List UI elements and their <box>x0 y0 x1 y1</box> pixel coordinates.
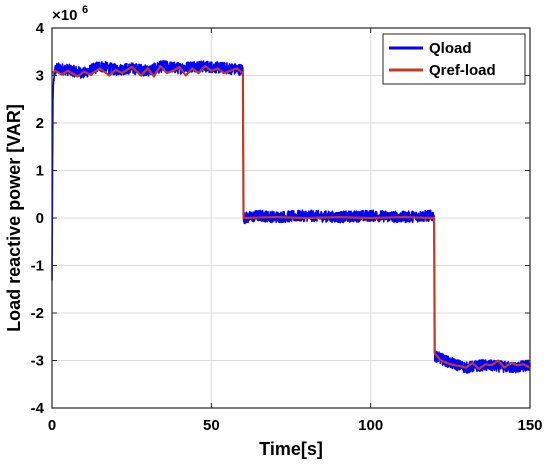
y-exponent: ×10 6 <box>52 4 88 24</box>
x-tick-label: 50 <box>203 417 220 434</box>
y-tick-label: 2 <box>36 115 44 132</box>
x-tick-label: 0 <box>48 417 56 434</box>
legend-label-qref-load: Qref-load <box>429 62 496 79</box>
legend-label-qload: Qload <box>429 40 472 57</box>
y-tick-label: -2 <box>31 305 44 322</box>
series-layer <box>51 60 531 374</box>
y-tick-label: -1 <box>31 258 44 275</box>
legend: Qload Qref-load <box>382 33 526 85</box>
x-tick-label: 100 <box>358 417 383 434</box>
y-tick-label: 0 <box>36 210 44 227</box>
series-line-qload <box>51 60 531 374</box>
y-tick-label: -3 <box>31 353 44 370</box>
tick-labels: 0 50 100 150 -4 -3 -2 -1 0 1 2 3 4 <box>31 20 543 434</box>
legend-box <box>382 33 526 85</box>
y-tick-label: 3 <box>36 68 44 85</box>
x-axis-label: Time[s] <box>259 439 323 459</box>
y-tick-label: -4 <box>31 400 45 417</box>
y-tick-label: 1 <box>36 163 44 180</box>
x-tick-label: 150 <box>517 417 542 434</box>
ticks <box>51 27 531 409</box>
series-line-qref-load <box>51 64 531 371</box>
y-exponent-power: 6 <box>82 4 88 16</box>
y-exponent-base: ×10 <box>52 7 77 24</box>
y-axis-label: Load reactive power [VAR] <box>4 104 24 332</box>
y-tick-label: 4 <box>36 20 45 37</box>
